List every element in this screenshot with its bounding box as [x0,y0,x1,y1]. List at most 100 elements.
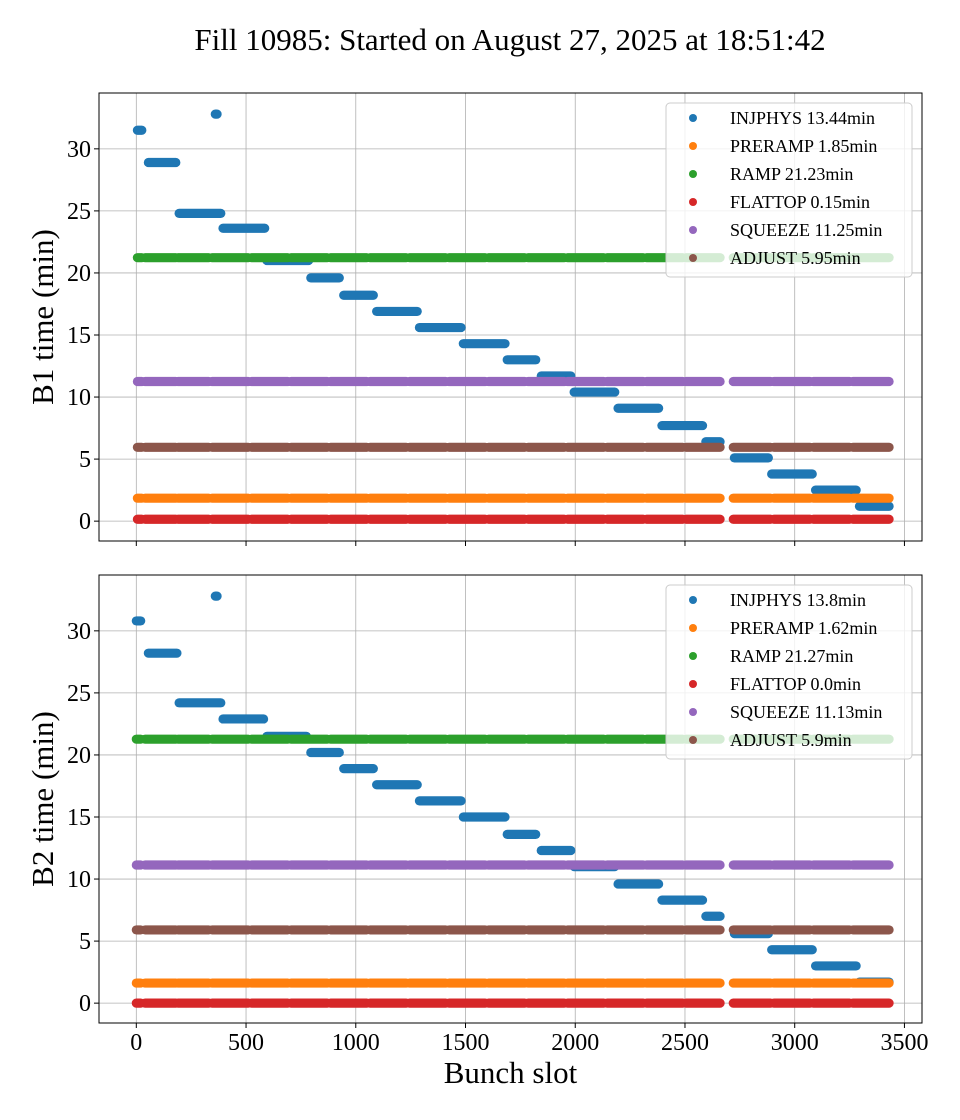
legend-entry: FLATTOP 0.0min [730,674,861,694]
point-train-adjust [681,442,725,452]
point-train-squeeze [523,376,569,387]
y-tick-label: 0 [79,991,91,1017]
point-train-ramp [602,734,648,744]
point-train-squeeze [404,376,451,387]
point-train-preramp [562,493,609,503]
point-train-flattop [404,998,451,1008]
point-train-preramp [140,978,181,988]
point-train-ramp [140,253,181,263]
point-train-ramp [207,253,253,263]
point-train-preramp [848,493,894,503]
point-train-flattop [207,514,253,524]
point-train-preramp [728,978,776,988]
point-train-injphys [210,109,222,119]
point-train-ramp [207,734,253,744]
point-train-preramp [562,978,609,988]
point-train-preramp [523,493,569,503]
point-train-ramp [444,253,490,263]
point-train-adjust [769,925,815,935]
point-train-ramp [365,253,411,263]
point-train-injphys [613,403,664,413]
point-train-preramp [769,493,815,503]
point-train-ramp [173,734,214,744]
legend-entry: ADJUST 5.9min [730,730,852,750]
point-train-flattop [365,514,411,524]
point-train-preramp [325,493,372,503]
point-train-injphys [218,223,270,233]
point-train-preramp [246,493,293,503]
point-train-injphys [143,648,182,658]
point-train-squeeze [681,376,725,387]
point-train-ramp [173,253,214,263]
point-train-adjust [523,442,569,452]
point-train-flattop [286,514,332,524]
point-train-squeeze [769,860,815,870]
point-train-injphys [729,453,773,463]
y-tick-label: 20 [67,261,91,287]
point-train-flattop [246,514,293,524]
point-train-flattop [325,998,372,1008]
point-train-squeeze [562,376,609,387]
point-train-preramp [681,978,725,988]
point-train-injphys [657,895,708,905]
point-train-ramp [483,734,530,744]
x-tick-label: 500 [228,1030,264,1056]
point-train-preramp [641,493,688,503]
point-train-ramp [246,734,293,744]
point-train-injphys [502,829,541,839]
point-train-ramp [523,734,569,744]
point-train-injphys [131,616,146,626]
point-train-adjust [728,925,776,935]
point-train-squeeze [246,860,293,870]
legend-marker [689,254,697,262]
point-train-ramp [483,253,530,263]
point-train-squeeze [602,376,648,387]
point-train-squeeze [365,860,411,870]
point-train-preramp [444,493,490,503]
point-train-flattop [325,514,372,524]
point-train-preramp [681,493,725,503]
point-train-ramp [562,734,609,744]
point-train-preramp [483,493,530,503]
point-train-preramp [483,978,530,988]
legend-entry: PRERAMP 1.85min [730,136,877,156]
legend-entry: ADJUST 5.95min [730,248,861,268]
point-train-squeeze [286,376,332,387]
point-train-injphys [339,290,378,300]
point-train-injphys [218,714,269,724]
point-train-adjust [728,442,776,452]
point-train-ramp [404,734,451,744]
y-axis-label: B1 time (min) [25,229,60,405]
figure-title: Fill 10985: Started on August 27, 2025 a… [194,22,826,57]
point-train-flattop [728,514,776,524]
point-train-squeeze [848,860,894,870]
point-train-flattop [140,514,181,524]
point-train-preramp [404,493,451,503]
point-train-ramp [365,734,411,744]
legend-marker [689,708,697,716]
point-train-adjust [681,925,725,935]
x-tick-label: 3000 [771,1030,819,1056]
point-train-adjust [207,925,253,935]
legend-marker [689,114,697,122]
y-tick-label: 10 [67,385,91,411]
point-train-injphys [458,812,510,822]
point-train-flattop [641,998,688,1008]
point-train-injphys [502,355,541,365]
y-tick-label: 30 [67,137,91,163]
point-train-flattop [140,998,181,1008]
point-train-adjust [641,925,688,935]
point-train-preramp [173,978,214,988]
point-train-flattop [365,998,411,1008]
point-train-injphys [306,273,344,283]
point-train-adjust [641,442,688,452]
point-train-flattop [523,998,569,1008]
point-train-flattop [483,998,530,1008]
x-tick-label: 2500 [661,1030,709,1056]
point-train-adjust [140,925,181,935]
point-train-flattop [808,998,855,1008]
point-train-adjust [562,925,609,935]
point-train-ramp [246,253,293,263]
panel-1: 0 5 10 15 20 25 30 B1 time (min) INJPHYS 13.44mi… [25,92,923,546]
